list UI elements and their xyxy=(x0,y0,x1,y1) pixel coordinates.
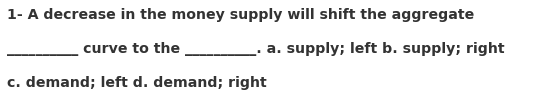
Text: 1- A decrease in the money supply will shift the aggregate: 1- A decrease in the money supply will s… xyxy=(7,8,474,22)
Text: __________ curve to the __________. a. supply; left b. supply; right: __________ curve to the __________. a. s… xyxy=(7,42,504,56)
Text: c. demand; left d. demand; right: c. demand; left d. demand; right xyxy=(7,76,267,90)
